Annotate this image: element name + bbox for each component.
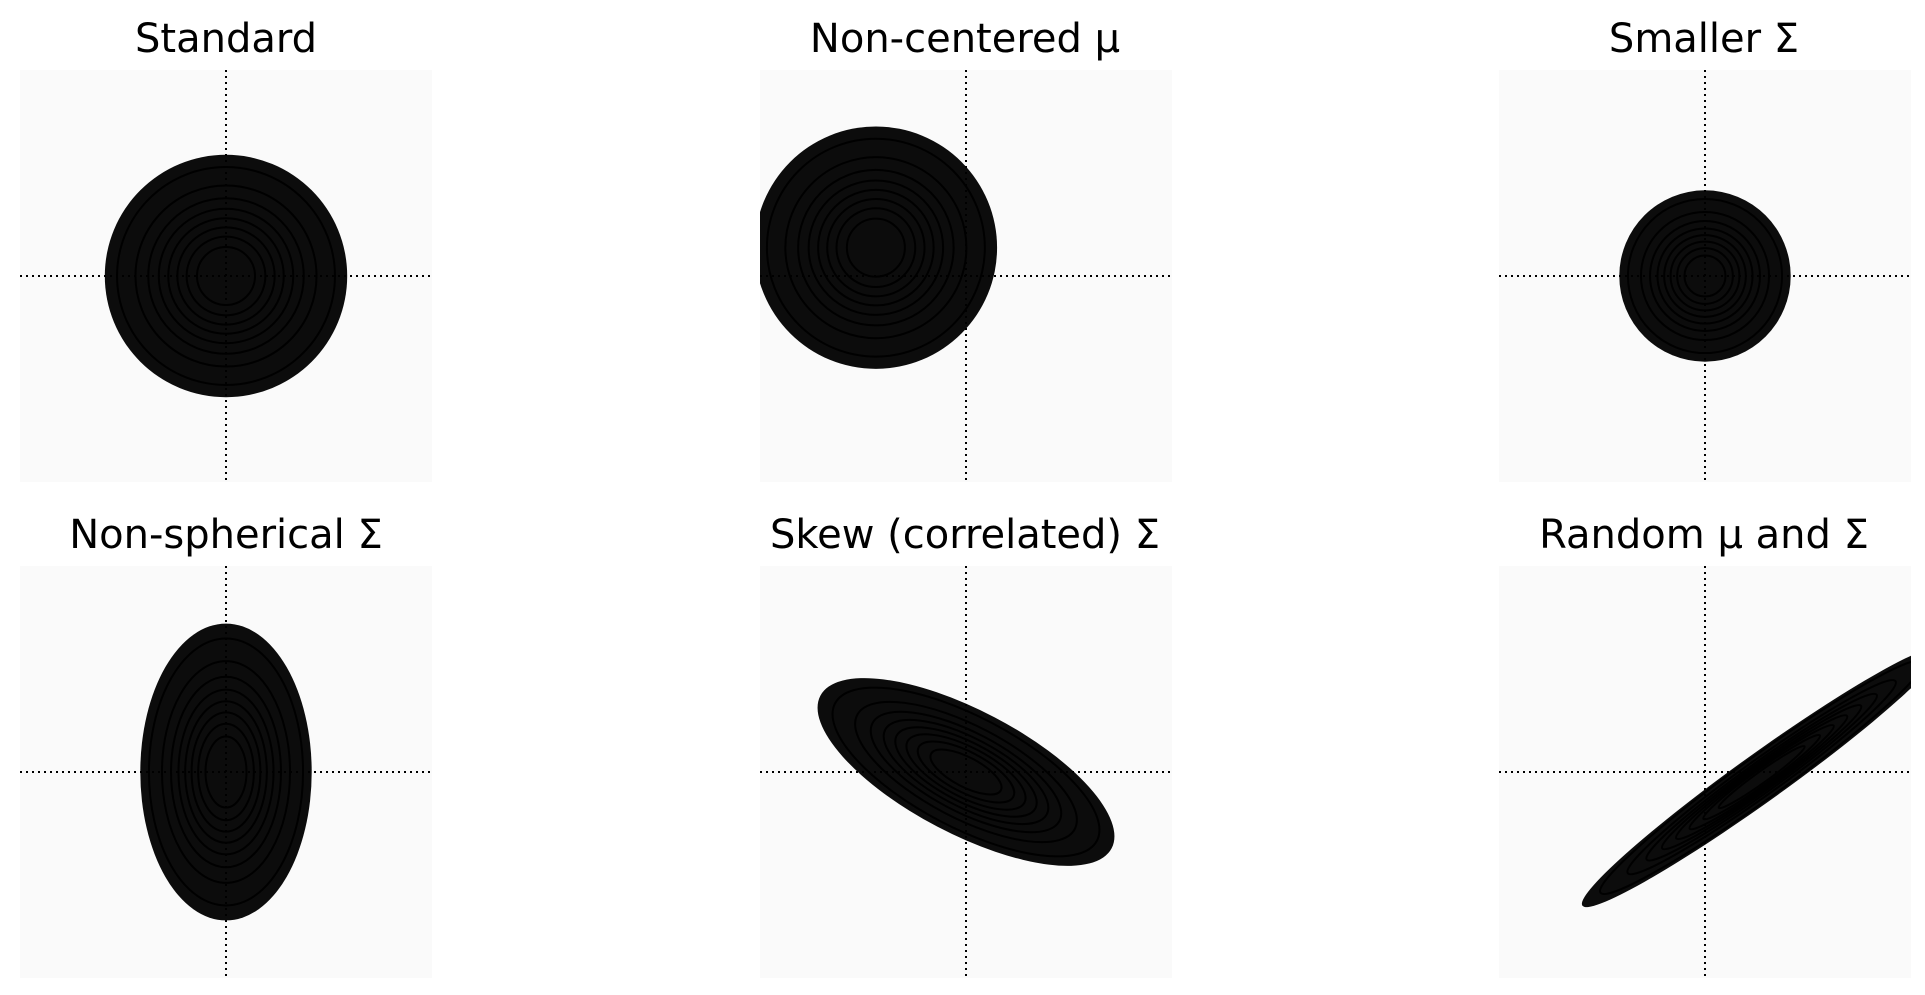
contour-line <box>1599 659 1911 895</box>
contour-line <box>185 235 267 317</box>
contour-line <box>1717 745 1806 810</box>
contour-line <box>929 748 1003 796</box>
contour-line <box>882 718 1050 826</box>
contour-line <box>1639 210 1771 342</box>
panel-title-random: Random μ and Σ <box>1539 512 1869 558</box>
contour-line <box>835 207 917 289</box>
contour-line <box>845 217 906 278</box>
contour-line <box>807 179 945 316</box>
contour-line <box>916 740 1016 804</box>
contour-line <box>826 198 926 298</box>
contour-line <box>894 726 1038 818</box>
contour-line <box>147 197 305 355</box>
contour-line <box>134 184 318 368</box>
contour-line <box>177 688 275 856</box>
contour-line <box>1676 247 1734 305</box>
panel-title-smaller-sigma: Smaller Σ <box>1609 16 1799 62</box>
contour-line <box>184 700 268 844</box>
contour-line <box>1626 197 1784 355</box>
contour-line <box>1669 240 1741 312</box>
contour-line <box>167 217 285 335</box>
contour-line <box>869 710 1063 834</box>
plot-area-non-spherical <box>20 566 432 978</box>
contour-line <box>831 686 1101 858</box>
panel-title-standard: Standard <box>135 16 317 62</box>
contour-line <box>190 711 262 833</box>
contour-line <box>160 660 292 884</box>
plot-area-smaller-sigma <box>1499 70 1911 482</box>
panel-random: Random μ and Σ <box>1499 512 1911 978</box>
contour-line <box>1675 714 1849 841</box>
plot-area-standard <box>20 70 432 482</box>
contour-line <box>1683 254 1727 298</box>
panel-title-non-spherical: Non-spherical Σ <box>69 512 383 558</box>
contour-line <box>1702 733 1822 821</box>
panel-title-non-centered: Non-centered μ <box>810 16 1120 62</box>
density-fill <box>1581 647 1911 908</box>
contour-line <box>157 207 295 345</box>
contour-line <box>854 700 1078 844</box>
contour-line <box>784 156 968 340</box>
contour-line <box>1649 220 1761 332</box>
contour-line <box>1645 692 1878 862</box>
contour-line <box>204 735 248 809</box>
contour-line <box>1656 227 1754 325</box>
contour-line <box>905 733 1027 811</box>
panel-smaller-sigma: Smaller Σ <box>1499 16 1911 482</box>
contour-line <box>1660 704 1863 851</box>
contour-line <box>116 166 336 386</box>
panel-non-centered: Non-centered μ <box>760 16 1172 482</box>
contour-line <box>817 188 935 307</box>
contour-line <box>797 168 955 327</box>
plot-area-random <box>1499 566 1911 978</box>
contour-line <box>147 637 305 907</box>
contour-line <box>197 722 255 822</box>
contour-line <box>176 226 276 326</box>
contour-line <box>1663 234 1747 318</box>
contour-line <box>765 137 986 358</box>
contour-line <box>1626 679 1897 876</box>
panel-skew: Skew (correlated) Σ <box>760 512 1172 978</box>
plot-area-skew <box>760 566 1172 978</box>
contour-line <box>195 245 257 307</box>
panel-standard: Standard <box>20 16 432 482</box>
plot-area-non-centered <box>760 70 1172 482</box>
panel-title-skew: Skew (correlated) Σ <box>770 512 1160 558</box>
contour-line <box>1688 723 1835 831</box>
density-fill <box>760 126 998 369</box>
panel-non-spherical: Non-spherical Σ <box>20 512 432 978</box>
contour-line <box>170 675 282 869</box>
